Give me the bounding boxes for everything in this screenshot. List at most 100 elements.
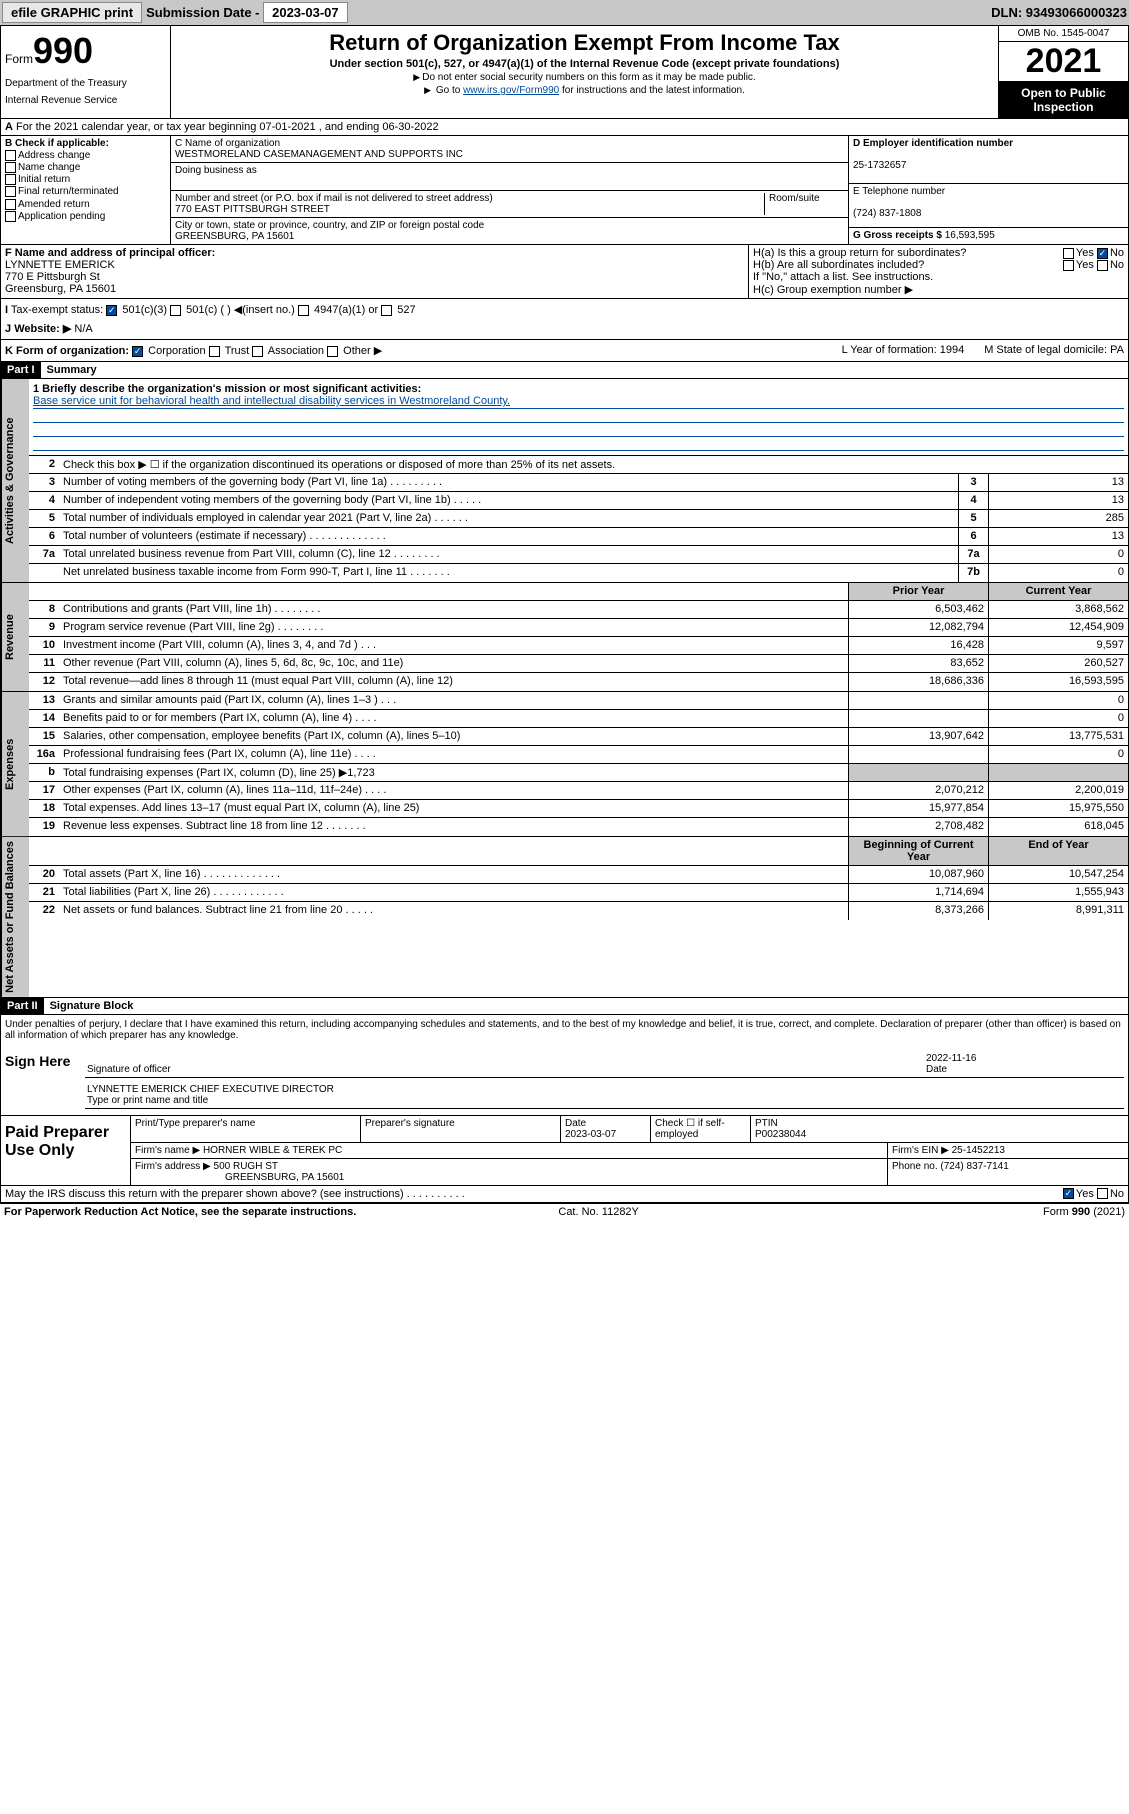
- cat-no: Cat. No. 11282Y: [558, 1206, 639, 1218]
- submission-label: Submission Date - 2023-03-07: [146, 5, 348, 20]
- table-row: Total liabilities (Part X, line 26) . . …: [59, 884, 848, 901]
- firm-ein: 25-1452213: [952, 1145, 1005, 1156]
- irs-label: Internal Revenue Service: [5, 95, 166, 106]
- table-row: Investment income (Part VIII, column (A)…: [59, 637, 848, 654]
- sig-name: LYNNETTE EMERICK CHIEF EXECUTIVE DIRECTO…: [87, 1084, 334, 1095]
- side-netassets: Net Assets or Fund Balances: [1, 837, 29, 997]
- city-state-zip: GREENSBURG, PA 15601: [175, 231, 294, 242]
- part2-header: Part II: [1, 998, 44, 1014]
- hdr-end: End of Year: [988, 837, 1128, 865]
- table-row: Revenue less expenses. Subtract line 18 …: [59, 818, 848, 836]
- table-row: Total assets (Part X, line 16) . . . . .…: [59, 866, 848, 883]
- hb-label: H(b) Are all subordinates included?: [753, 259, 924, 271]
- discuss-yes-checked: ✓: [1063, 1188, 1074, 1199]
- org-name-label: C Name of organization: [175, 138, 280, 149]
- gross-value: 16,593,595: [945, 230, 995, 241]
- table-row: Total number of individuals employed in …: [59, 510, 958, 527]
- mission-question: 1 Briefly describe the organization's mi…: [33, 383, 421, 395]
- part1-title: Summary: [41, 362, 103, 378]
- officer-label: F Name and address of principal officer:: [5, 247, 215, 259]
- table-row: Total unrelated business revenue from Pa…: [59, 546, 958, 563]
- website-label: Website: ▶: [14, 323, 71, 335]
- ssn-warning: Do not enter social security numbers on …: [175, 72, 994, 83]
- prep-date: 2023-03-07: [565, 1129, 616, 1140]
- room-label: Room/suite: [769, 193, 820, 204]
- irs-link[interactable]: www.irs.gov/Form990: [463, 85, 559, 96]
- declaration-text: Under penalties of perjury, I declare th…: [1, 1015, 1128, 1045]
- tax-year: 2021: [999, 42, 1128, 82]
- sig-date-label: Date: [926, 1064, 947, 1075]
- tel-value: (724) 837-1808: [853, 208, 921, 219]
- table-row: Program service revenue (Part VIII, line…: [59, 619, 848, 636]
- sig-name-label: Type or print name and title: [87, 1095, 208, 1106]
- table-row: Professional fundraising fees (Part IX, …: [59, 746, 848, 763]
- form-number: Form990: [5, 30, 166, 72]
- table-row: Benefits paid to or for members (Part IX…: [59, 710, 848, 727]
- line2-text: Check this box ▶ ☐ if the organization d…: [59, 456, 1128, 473]
- street-address: 770 EAST PITTSBURGH STREET: [175, 204, 330, 215]
- sig-date: 2022-11-16: [926, 1053, 976, 1064]
- table-row: Number of voting members of the governin…: [59, 474, 958, 491]
- pra-notice: For Paperwork Reduction Act Notice, see …: [4, 1206, 356, 1218]
- cb-amended-return[interactable]: Amended return: [5, 199, 166, 210]
- year-formation: L Year of formation: 1994: [842, 344, 965, 357]
- table-row: Total revenue—add lines 8 through 11 (mu…: [59, 673, 848, 691]
- ptin: P00238044: [755, 1129, 806, 1140]
- officer-name: LYNNETTE EMERICK: [5, 259, 115, 271]
- firm-phone: (724) 837-7141: [940, 1161, 1008, 1172]
- cb-corp-checked: ✓: [132, 346, 143, 357]
- table-row: Total expenses. Add lines 13–17 (must eq…: [59, 800, 848, 817]
- part2-title: Signature Block: [44, 998, 140, 1014]
- ha-label: H(a) Is this a group return for subordin…: [753, 247, 966, 259]
- ha-no-checked: ✓: [1097, 248, 1108, 259]
- cb-application-pending[interactable]: Application pending: [5, 211, 166, 222]
- table-row: Contributions and grants (Part VIII, lin…: [59, 601, 848, 618]
- state-domicile: M State of legal domicile: PA: [984, 344, 1124, 357]
- table-row: Grants and similar amounts paid (Part IX…: [59, 692, 848, 709]
- side-governance: Activities & Governance: [1, 379, 29, 582]
- cb-initial-return[interactable]: Initial return: [5, 174, 166, 185]
- section-b-header: B Check if applicable:: [5, 138, 109, 149]
- hdr-beginning: Beginning of Current Year: [848, 837, 988, 865]
- form-subtitle: Under section 501(c), 527, or 4947(a)(1)…: [175, 58, 994, 70]
- dept-treasury: Department of the Treasury: [5, 78, 166, 89]
- omb-number: OMB No. 1545-0047: [999, 26, 1128, 42]
- public-inspection: Open to Public Inspection: [999, 82, 1128, 118]
- table-row: Other expenses (Part IX, column (A), lin…: [59, 782, 848, 799]
- firm-addr1: 500 RUGH ST: [214, 1161, 278, 1172]
- table-row: Total fundraising expenses (Part IX, col…: [59, 764, 848, 781]
- paid-preparer-label: Paid Preparer Use Only: [1, 1116, 131, 1185]
- table-row: Salaries, other compensation, employee b…: [59, 728, 848, 745]
- cb-name-change[interactable]: Name change: [5, 162, 166, 173]
- hdr-prior: Prior Year: [848, 583, 988, 600]
- submission-date: 2023-03-07: [263, 2, 348, 23]
- addr-label: Number and street (or P.O. box if mail i…: [175, 193, 493, 204]
- form-footer: Form 990 (2021): [1043, 1206, 1125, 1218]
- cb-final-return[interactable]: Final return/terminated: [5, 186, 166, 197]
- city-label: City or town, state or province, country…: [175, 220, 484, 231]
- row-a-taxyear: A For the 2021 calendar year, or tax yea…: [1, 119, 1128, 136]
- website-value: N/A: [74, 323, 92, 335]
- sig-officer-label: Signature of officer: [87, 1064, 171, 1075]
- gross-label: G Gross receipts $: [853, 230, 945, 241]
- firm-addr2: GREENSBURG, PA 15601: [225, 1172, 344, 1183]
- table-row: Net unrelated business taxable income fr…: [59, 564, 958, 582]
- mission-text: Base service unit for behavioral health …: [33, 395, 1124, 409]
- cb-address-change[interactable]: Address change: [5, 150, 166, 161]
- efile-print-button[interactable]: efile GRAPHIC print: [2, 2, 142, 23]
- side-revenue: Revenue: [1, 583, 29, 691]
- hdr-current: Current Year: [988, 583, 1128, 600]
- cb-501c3-checked: ✓: [106, 305, 117, 316]
- table-row: Other revenue (Part VIII, column (A), li…: [59, 655, 848, 672]
- firm-name: HORNER WIBLE & TEREK PC: [203, 1145, 342, 1156]
- form-title: Return of Organization Exempt From Incom…: [175, 30, 994, 56]
- ein-label: D Employer identification number: [853, 138, 1013, 149]
- table-row: Net assets or fund balances. Subtract li…: [59, 902, 848, 920]
- instructions-link-row: Go to www.irs.gov/Form990 for instructio…: [175, 85, 994, 96]
- ein-value: 25-1732657: [853, 160, 906, 171]
- side-expenses: Expenses: [1, 692, 29, 836]
- table-row: Number of independent voting members of …: [59, 492, 958, 509]
- tel-label: E Telephone number: [853, 186, 945, 197]
- form-org-label: K Form of organization:: [5, 345, 129, 357]
- dba-label: Doing business as: [175, 165, 257, 176]
